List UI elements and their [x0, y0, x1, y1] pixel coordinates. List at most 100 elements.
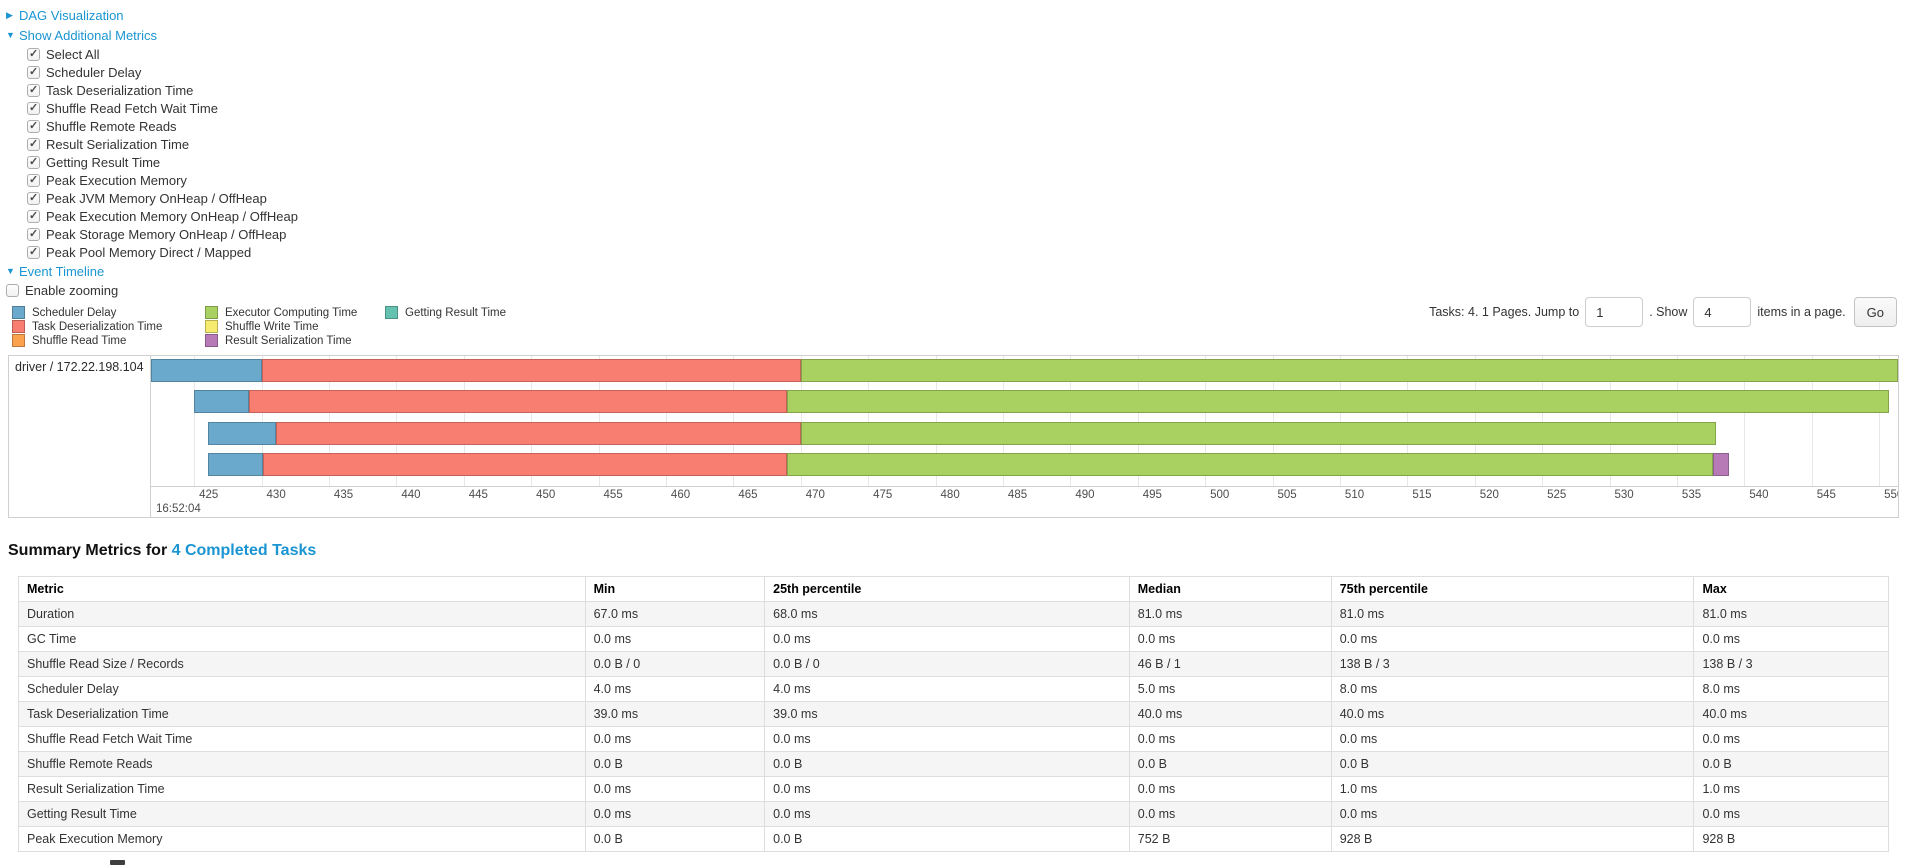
- metric-name-cell: Peak Execution Memory: [18, 826, 586, 852]
- metric-value-cell: 8.0 ms: [1693, 676, 1889, 702]
- metric-checkbox-3[interactable]: [27, 101, 40, 115]
- gridline: [868, 356, 870, 486]
- axis-tick-label: 495: [1142, 489, 1162, 501]
- metric-checkbox-2[interactable]: [27, 83, 40, 97]
- metric-checkbox-label: Shuffle Read Fetch Wait Time: [46, 100, 218, 116]
- metric-name-cell: Task Deserialization Time: [18, 701, 586, 727]
- task-bar-row: [151, 390, 1898, 413]
- metric-name-cell: Scheduler Delay: [18, 676, 586, 702]
- metric-option: Peak Pool Memory Direct / Mapped: [27, 243, 298, 261]
- legend-item: Shuffle Write Time: [205, 320, 357, 333]
- metric-value-cell: 0.0 ms: [764, 626, 1130, 652]
- metric-option: Select All: [27, 45, 298, 63]
- enable-zooming-checkbox[interactable]: [6, 283, 19, 297]
- metric-checkbox-7[interactable]: [27, 173, 40, 187]
- axis-tick-label: 455: [603, 489, 623, 501]
- gridline: [665, 356, 667, 486]
- axis-tick-label: 430: [266, 489, 286, 501]
- show-additional-metrics-toggle[interactable]: ▼ Show Additional Metrics: [6, 25, 298, 45]
- gridline: [1676, 356, 1678, 486]
- legend-item: Getting Result Time: [385, 306, 506, 319]
- axis-tick-label: 490: [1075, 489, 1095, 501]
- metric-checkbox-4[interactable]: [27, 119, 40, 133]
- jump-to-page-input[interactable]: [1585, 297, 1644, 327]
- metric-checkbox-label: Scheduler Delay: [46, 64, 142, 80]
- metric-checkbox-8[interactable]: [27, 191, 40, 205]
- metric-value-cell: 5.0 ms: [1128, 676, 1332, 702]
- metric-checkbox-10[interactable]: [27, 227, 40, 241]
- items-per-page-input[interactable]: [1693, 297, 1752, 327]
- metric-checkbox-5[interactable]: [27, 137, 40, 151]
- executor-computing-bar[interactable]: [800, 359, 1898, 382]
- task-deserialization-bar[interactable]: [249, 390, 788, 413]
- executor-computing-bar[interactable]: [787, 453, 1714, 476]
- gridline: [1272, 356, 1274, 486]
- executor-computing-swatch-icon: [205, 306, 218, 319]
- dag-visualization-toggle[interactable]: ▶ DAG Visualization: [6, 5, 298, 25]
- metric-checkbox-label: Peak Pool Memory Direct / Mapped: [46, 244, 252, 260]
- scheduler-delay-bar[interactable]: [207, 422, 277, 445]
- table-row: Shuffle Read Size / Records 0.0 B / 0 0.0 …: [18, 651, 1889, 677]
- scheduler-delay-bar[interactable]: [207, 453, 263, 476]
- task-deserialization-bar[interactable]: [262, 453, 788, 476]
- completed-tasks-link[interactable]: 4 Completed Tasks: [171, 542, 317, 559]
- metric-checkbox-label: Shuffle Remote Reads: [46, 118, 177, 134]
- table-row: Duration 67.0 ms 68.0 ms 81.0 ms 81.0 ms 81.0…: [18, 601, 1889, 627]
- column-header: Median: [1128, 576, 1332, 602]
- executor-computing-bar[interactable]: [800, 422, 1716, 445]
- show-text: . Show: [1649, 305, 1688, 319]
- metric-value-cell: 40.0 ms: [1128, 701, 1332, 727]
- executor-computing-bar[interactable]: [787, 390, 1889, 413]
- executor-group-column: driver / 172.22.198.104: [9, 356, 151, 517]
- metric-checkbox-1[interactable]: [27, 65, 40, 79]
- table-header-row: Metric Min 25th percentile Median 75th perce…: [18, 576, 1889, 602]
- axis-tick-label: 535: [1681, 489, 1702, 501]
- metric-value-cell: 0.0 B: [1693, 751, 1889, 777]
- metric-option: Getting Result Time: [27, 153, 298, 171]
- axis-major-time-label: 16:52:04: [156, 503, 201, 515]
- metric-value-cell: 40.0 ms: [1693, 701, 1889, 727]
- gridline: [1070, 356, 1072, 486]
- table-row: Result Serialization Time 0.0 ms 0.0 ms 0.0…: [18, 776, 1889, 802]
- legend-label: Result Serialization Time: [225, 334, 352, 347]
- metric-value-cell: 752 B: [1128, 826, 1332, 852]
- task-deserialization-bar[interactable]: [261, 359, 801, 382]
- metric-value-cell: 0.0 ms: [1693, 801, 1889, 827]
- metric-value-cell: 0.0 ms: [1693, 626, 1889, 652]
- task-bar-row: [151, 422, 1898, 445]
- dag-visualization-link[interactable]: DAG Visualization: [19, 7, 124, 23]
- metric-option: Task Deserialization Time: [27, 81, 298, 99]
- metric-checkbox-0[interactable]: [27, 47, 40, 61]
- table-row: Shuffle Read Fetch Wait Time 0.0 ms 0.0 ms…: [18, 726, 1889, 752]
- scheduler-delay-bar[interactable]: [194, 390, 250, 413]
- metric-value-cell: 81.0 ms: [1128, 601, 1332, 627]
- go-button[interactable]: Go: [1853, 297, 1897, 327]
- metric-checkbox-9[interactable]: [27, 209, 40, 223]
- metric-value-cell: 0.0 B: [764, 751, 1130, 777]
- event-timeline-link[interactable]: Event Timeline: [19, 263, 105, 279]
- show-additional-metrics-link[interactable]: Show Additional Metrics: [19, 27, 158, 43]
- shuffle-write-swatch-icon: [205, 320, 218, 333]
- legend-label: Getting Result Time: [405, 306, 506, 319]
- event-timeline-toggle[interactable]: ▼ Event Timeline: [6, 261, 298, 281]
- metric-checkbox-11[interactable]: [27, 245, 40, 259]
- result-serialization-bar[interactable]: [1713, 453, 1730, 476]
- legend-label: Scheduler Delay: [32, 306, 117, 319]
- metric-name-cell: Shuffle Read Size / Records: [18, 651, 586, 677]
- gridline: [1339, 356, 1341, 486]
- metric-option: Result Serialization Time: [27, 135, 298, 153]
- metric-value-cell: 4.0 ms: [584, 676, 766, 702]
- metric-value-cell: 39.0 ms: [764, 701, 1130, 727]
- axis-tick-label: 480: [940, 489, 960, 501]
- legend-item: Task Deserialization Time: [12, 320, 162, 333]
- axis-tick-label: 520: [1479, 489, 1499, 501]
- metric-checkbox-6[interactable]: [27, 155, 40, 169]
- metric-option: Shuffle Read Fetch Wait Time: [27, 99, 298, 117]
- caret-down-icon: ▼: [6, 266, 15, 276]
- gridline: [194, 356, 196, 486]
- axis-tick-label: 485: [1007, 489, 1028, 501]
- gridline: [1542, 356, 1544, 486]
- scheduler-delay-bar[interactable]: [151, 359, 262, 382]
- items-per-page-text: items in a page.: [1757, 305, 1846, 319]
- task-deserialization-bar[interactable]: [276, 422, 801, 445]
